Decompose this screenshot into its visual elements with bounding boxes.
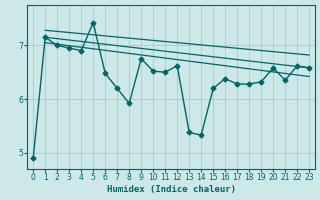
- X-axis label: Humidex (Indice chaleur): Humidex (Indice chaleur): [107, 185, 236, 194]
